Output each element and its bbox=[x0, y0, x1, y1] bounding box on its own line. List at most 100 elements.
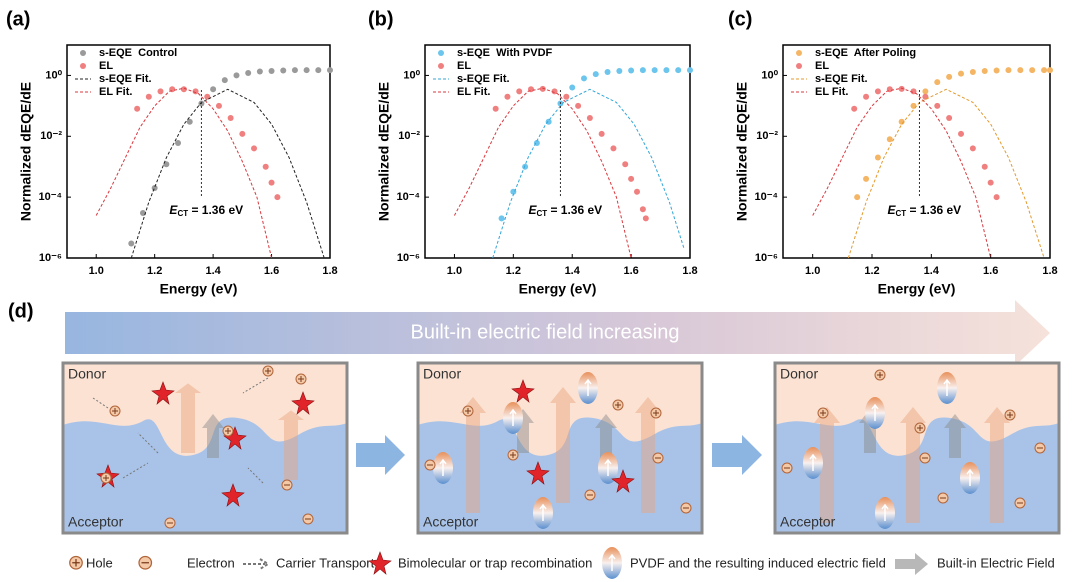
panel-label: (a) bbox=[6, 8, 30, 30]
annotation-symbol: E bbox=[887, 203, 896, 217]
legend-label: EL Fit. bbox=[99, 86, 132, 98]
y-tick-label: 10⁰ bbox=[45, 69, 62, 81]
data-point bbox=[268, 67, 275, 74]
panel-2: Donor Acceptor bbox=[416, 361, 704, 535]
data-point bbox=[946, 73, 953, 80]
data-point bbox=[969, 145, 976, 152]
fit-line bbox=[130, 88, 325, 259]
data-point bbox=[192, 88, 199, 95]
data-point bbox=[545, 118, 552, 125]
legend-label: EL bbox=[457, 60, 471, 72]
x-tick-label: 1.4 bbox=[924, 265, 940, 277]
data-point bbox=[251, 145, 258, 152]
legend-label: s-EQE Fit. bbox=[99, 73, 152, 85]
legend-marker bbox=[438, 63, 444, 69]
legend-electron: Electron bbox=[187, 555, 235, 570]
data-point bbox=[874, 88, 881, 95]
annotation-text: = 1.36 eV bbox=[547, 203, 602, 217]
fit-line bbox=[492, 88, 685, 259]
data-point bbox=[598, 130, 605, 137]
data-point bbox=[221, 77, 228, 84]
legend-label: EL Fit. bbox=[457, 86, 490, 98]
data-point bbox=[934, 102, 941, 109]
acceptor-label: Acceptor bbox=[68, 514, 124, 530]
legend-label: EL bbox=[815, 60, 829, 72]
x-tick-label: 1.0 bbox=[89, 265, 104, 277]
data-point bbox=[639, 206, 646, 213]
data-point bbox=[522, 163, 529, 170]
data-point bbox=[157, 88, 164, 95]
donor-label: Donor bbox=[780, 366, 818, 382]
x-axis-label: Energy (eV) bbox=[878, 281, 956, 297]
data-point bbox=[175, 140, 182, 147]
data-point bbox=[651, 67, 658, 74]
x-axis-label: Energy (eV) bbox=[160, 281, 238, 297]
x-tick-label: 1.2 bbox=[506, 265, 521, 277]
data-point bbox=[863, 93, 870, 100]
data-point bbox=[622, 161, 629, 168]
data-point bbox=[981, 163, 988, 170]
panel-1: Donor Acceptor bbox=[61, 361, 349, 535]
y-axis-label: Normalized dEQE/dE bbox=[734, 82, 750, 221]
legend-label: EL bbox=[99, 60, 113, 72]
step-arrow bbox=[712, 435, 762, 475]
panel-label: (d) bbox=[8, 300, 34, 322]
data-point bbox=[1029, 67, 1036, 74]
data-point bbox=[280, 67, 287, 74]
legend-marker bbox=[796, 63, 802, 69]
data-point bbox=[303, 67, 310, 74]
data-point bbox=[186, 118, 193, 125]
data-point bbox=[922, 93, 929, 100]
data-point bbox=[898, 118, 905, 125]
data-point bbox=[291, 67, 298, 74]
legend-transport: Carrier Transport bbox=[276, 555, 375, 570]
x-tick-label: 1.4 bbox=[565, 265, 581, 277]
panel-label: (c) bbox=[728, 8, 752, 30]
data-point bbox=[642, 215, 649, 222]
acceptor-label: Acceptor bbox=[780, 514, 836, 530]
data-point bbox=[854, 194, 861, 201]
data-point bbox=[539, 85, 546, 92]
y-axis-label: Normalized dEQE/dE bbox=[18, 82, 34, 221]
data-point bbox=[274, 194, 281, 201]
data-point bbox=[934, 79, 941, 86]
y-tick-label: 10⁻⁴ bbox=[755, 191, 778, 203]
data-point bbox=[563, 93, 570, 100]
legend-marker bbox=[438, 50, 444, 56]
data-point bbox=[210, 86, 217, 93]
data-point bbox=[628, 67, 635, 74]
data-point bbox=[239, 130, 246, 137]
legend-recombination: Bimolecular or trap recombination bbox=[398, 555, 592, 570]
legend-label: EL Fit. bbox=[815, 86, 848, 98]
y-tick-label: 10⁻⁶ bbox=[397, 252, 420, 264]
data-point bbox=[551, 88, 558, 95]
y-axis-label: Normalized dEQE/dE bbox=[376, 82, 392, 221]
plot-area bbox=[424, 44, 691, 259]
x-tick-label: 1.2 bbox=[864, 265, 879, 277]
legend-label: s-EQE After Poling bbox=[815, 47, 916, 59]
data-point bbox=[910, 88, 917, 95]
x-tick-label: 1.6 bbox=[264, 265, 279, 277]
data-point bbox=[969, 68, 976, 75]
data-point bbox=[993, 67, 1000, 74]
data-point bbox=[569, 84, 576, 91]
fit-line bbox=[453, 87, 632, 259]
fit-line bbox=[812, 87, 992, 259]
data-point bbox=[256, 68, 263, 75]
y-tick-label: 10⁻⁶ bbox=[39, 252, 62, 264]
banner-text: Built-in electric field increasing bbox=[410, 321, 679, 343]
diagram: (d) Built-in electric field increasing D… bbox=[8, 300, 1061, 580]
annotation-text: = 1.36 eV bbox=[188, 203, 243, 217]
data-point bbox=[268, 179, 275, 186]
data-point bbox=[575, 102, 582, 109]
legend-label: s-EQE With PVDF bbox=[457, 47, 553, 59]
data-point bbox=[498, 215, 505, 222]
data-point bbox=[180, 86, 187, 93]
annotation-sub: CT bbox=[895, 209, 906, 218]
data-point bbox=[634, 188, 640, 195]
data-point bbox=[128, 240, 135, 247]
data-point bbox=[1041, 67, 1048, 74]
x-axis-label: Energy (eV) bbox=[519, 281, 597, 297]
diagram-legend: Hole Electron Carrier Transport Bimolecu… bbox=[69, 546, 1055, 580]
y-tick-label: 10⁻⁶ bbox=[755, 252, 778, 264]
